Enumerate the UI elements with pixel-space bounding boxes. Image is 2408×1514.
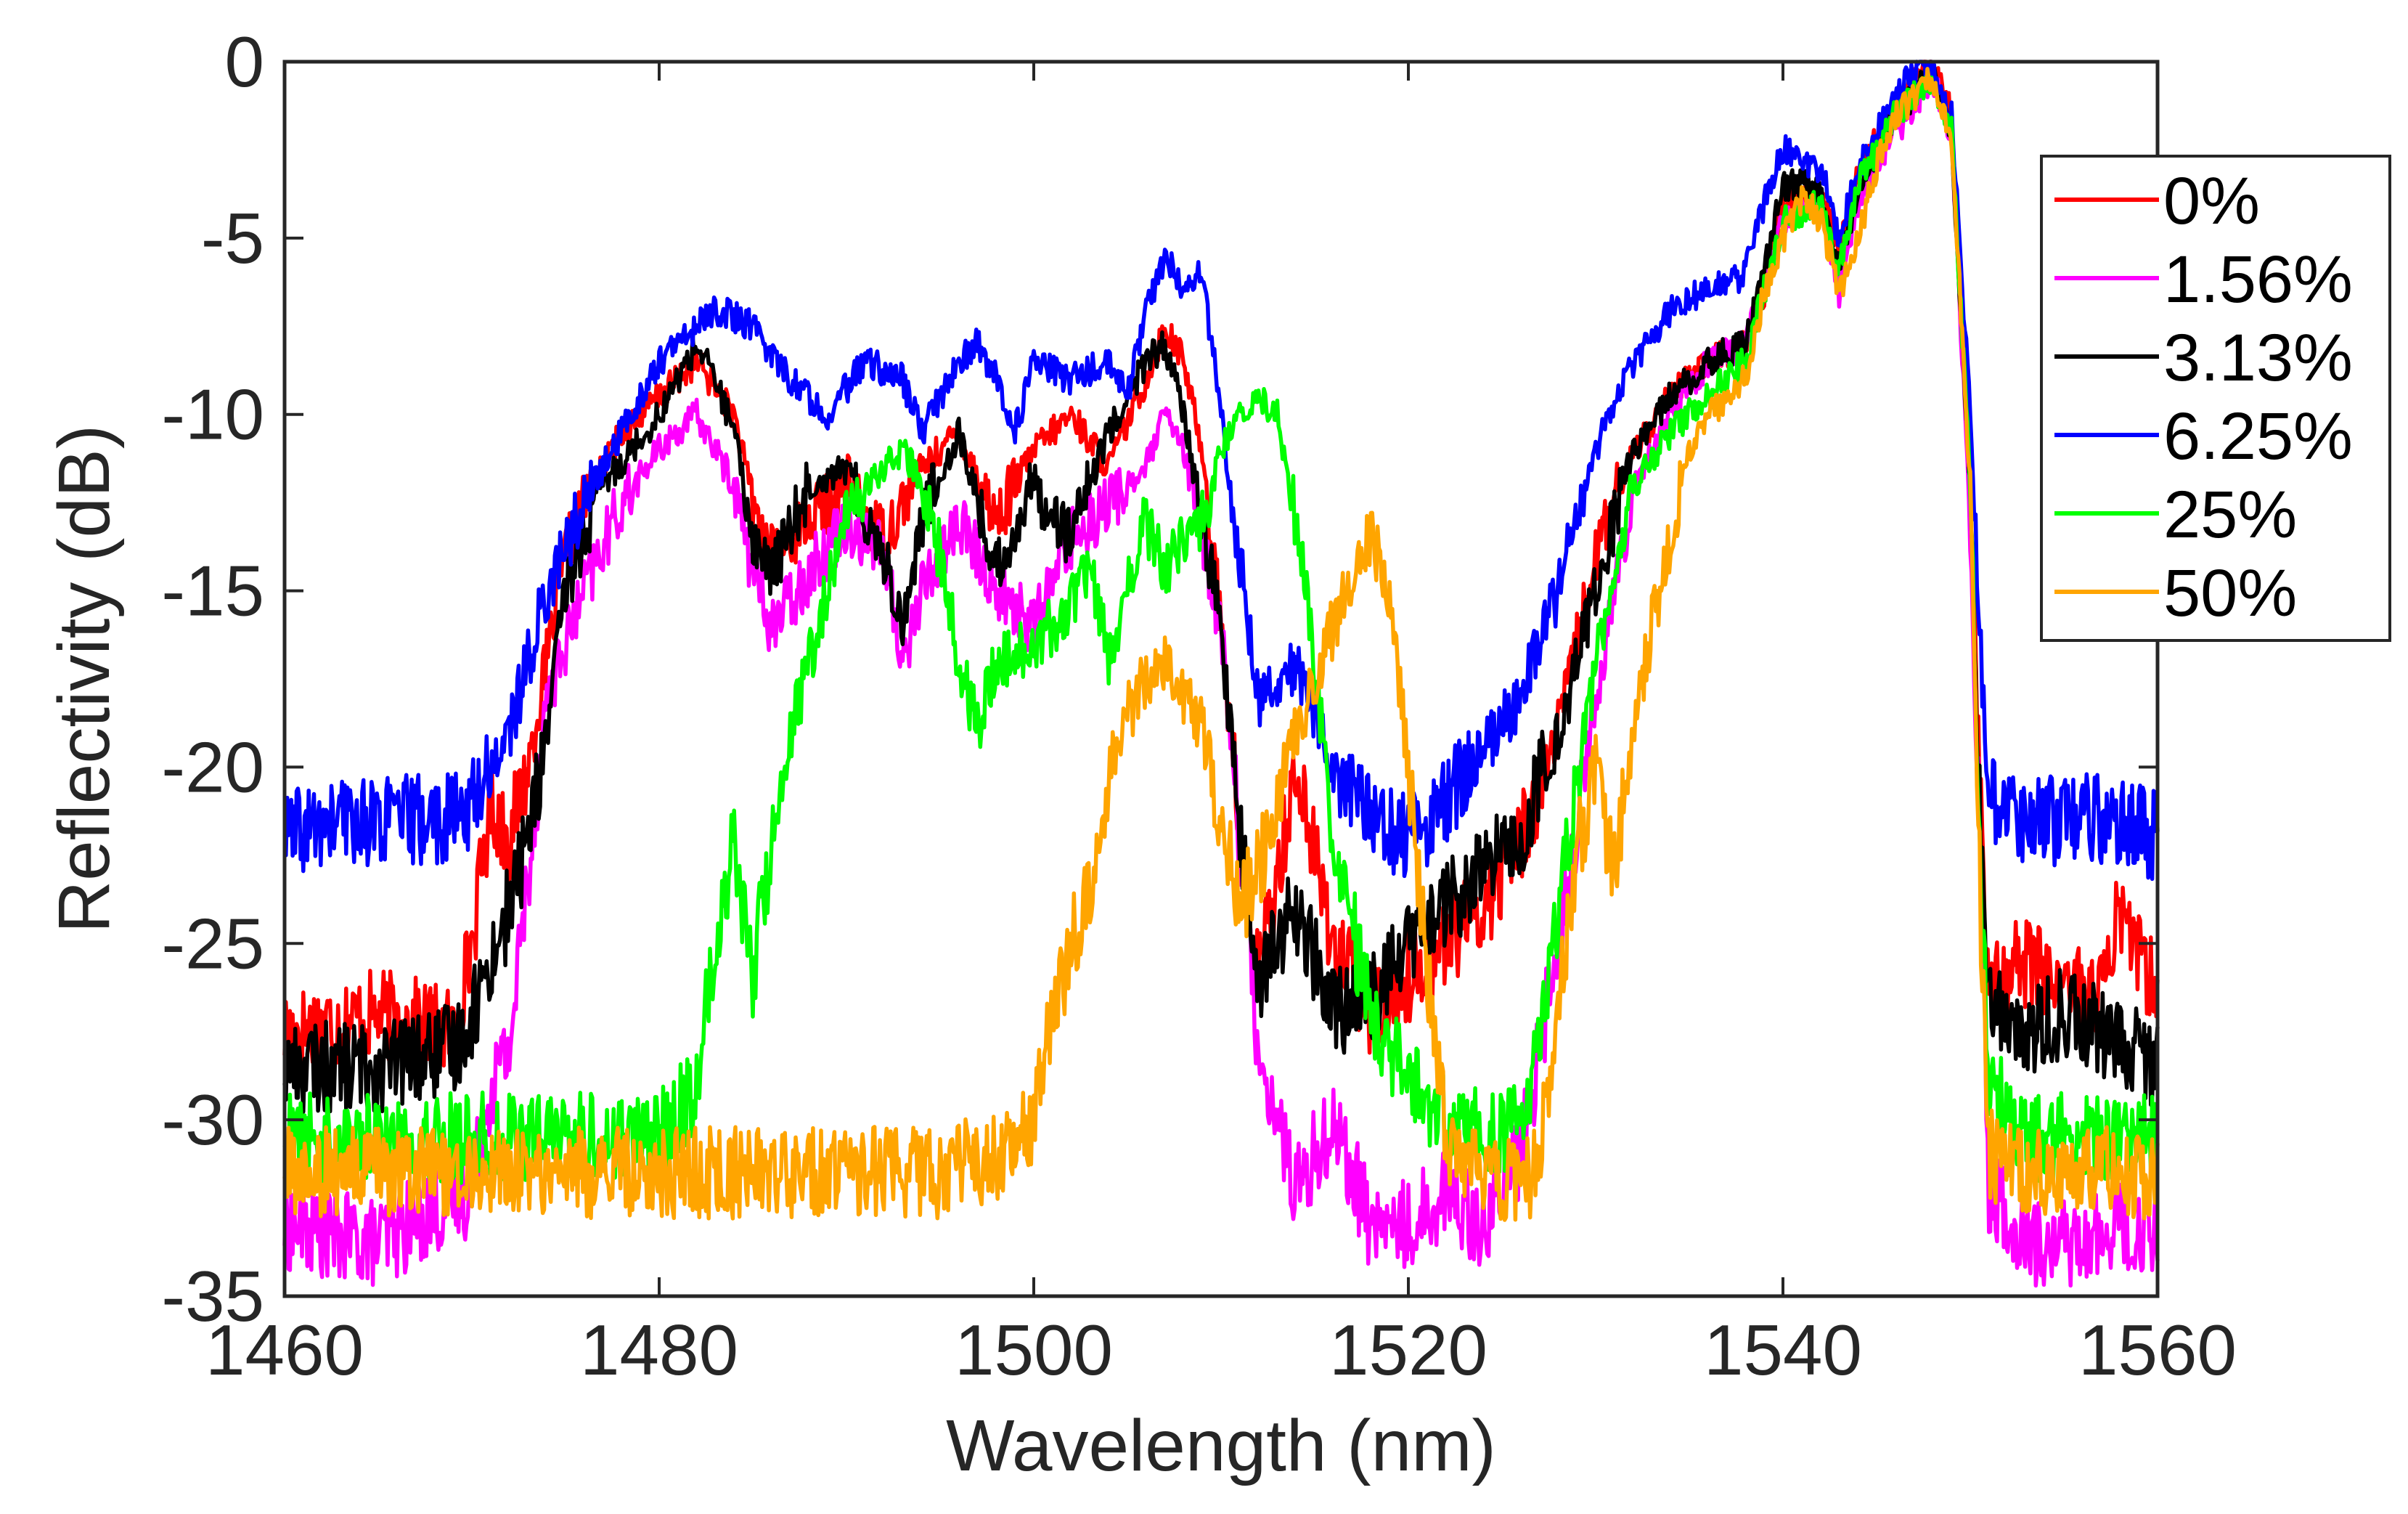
- legend-label: 0%: [2163, 164, 2260, 238]
- x-tick-label: 1560: [2078, 1310, 2237, 1390]
- x-tick-label: 1520: [1329, 1310, 1487, 1390]
- x-tick-label: 1480: [580, 1310, 738, 1390]
- x-tick-label: 1540: [1704, 1310, 1862, 1390]
- x-tick-label: 1500: [955, 1310, 1113, 1390]
- legend-label: 25%: [2163, 478, 2297, 552]
- series-line-5: [282, 67, 2160, 1222]
- legend-label: 50%: [2163, 556, 2297, 630]
- y-axis-title: Reflectivity (dB): [44, 425, 125, 933]
- y-tick-label: -30: [161, 1080, 264, 1160]
- plot-frame: [282, 60, 2160, 1298]
- x-axis-title: Wavelength (nm): [946, 1405, 1496, 1486]
- y-tick-label: 0: [224, 22, 264, 102]
- legend-label: 1.56%: [2163, 243, 2353, 317]
- legend-box: [2040, 155, 2391, 642]
- x-tick-label: 1460: [205, 1310, 364, 1390]
- y-tick-label: -25: [161, 903, 264, 983]
- y-tick-label: -15: [161, 551, 264, 631]
- legend-label: 3.13%: [2163, 321, 2353, 395]
- y-tick-label: -10: [161, 375, 264, 455]
- series-line-3: [282, 60, 2160, 882]
- series-line-2: [282, 60, 2160, 1114]
- legend: 0%1.56%3.13%6.25%25%50%: [2040, 155, 2391, 642]
- plot-area: [282, 60, 2160, 1288]
- axis-ticks: 1460 1480 1500 1520 1540 1560 0 -5 -10 -15 -20 -25 -…: [161, 22, 2237, 1390]
- y-tick-label: -35: [161, 1256, 264, 1336]
- y-tick-label: -20: [161, 727, 264, 807]
- legend-label: 6.25%: [2163, 399, 2353, 473]
- y-tick-label: -5: [201, 198, 264, 278]
- series-line-0: [282, 60, 2160, 1073]
